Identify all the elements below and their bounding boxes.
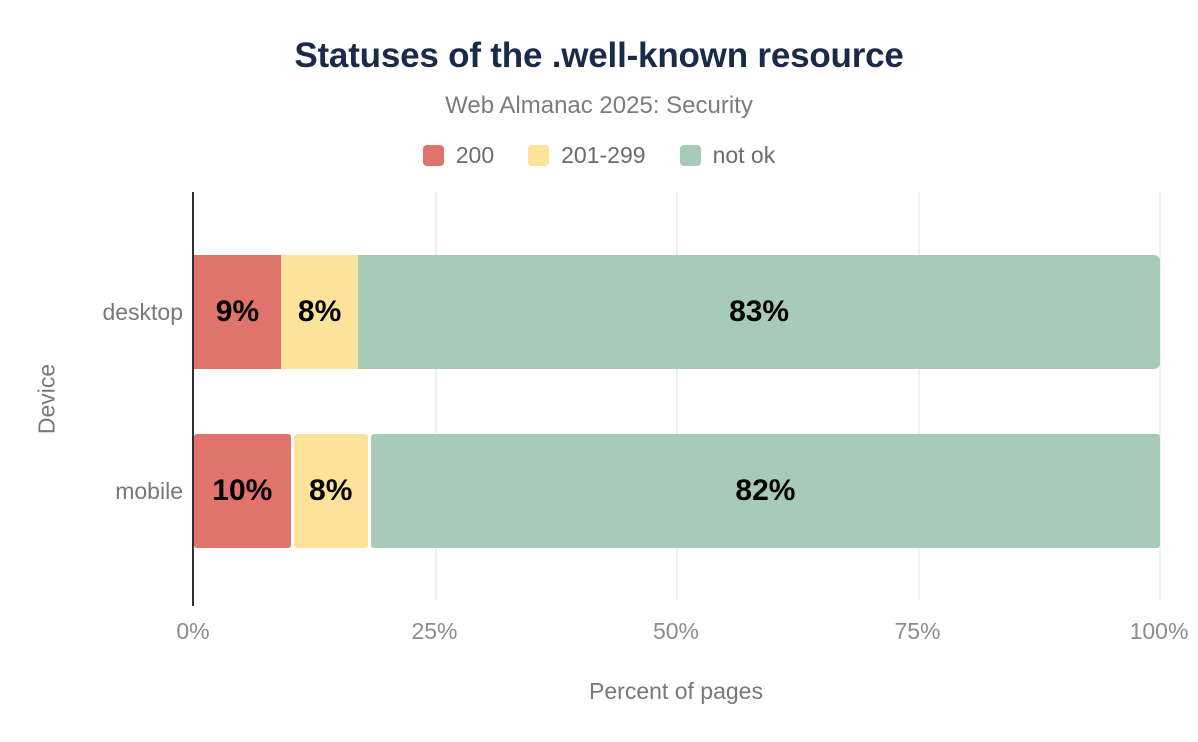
bar-segment-mobile-200: 10% bbox=[194, 434, 291, 548]
bar-segment-desktop-201-299: 8% bbox=[280, 255, 359, 369]
bar-value-label: 9% bbox=[215, 295, 260, 328]
legend: 200 201-299 not ok bbox=[0, 142, 1198, 169]
bar-value-label: 83% bbox=[729, 295, 790, 328]
bar-segment-mobile-201-299: 8% bbox=[293, 434, 368, 548]
gridline-25 bbox=[434, 192, 437, 600]
bar-value-label: 8% bbox=[297, 295, 342, 328]
category-label-desktop: desktop bbox=[102, 299, 183, 325]
x-tick-label-75%: 75% bbox=[894, 618, 941, 644]
legend-swatch bbox=[422, 145, 444, 166]
bar-segment-desktop-not ok: 83% bbox=[358, 255, 1160, 369]
legend-item-2: 201-299 bbox=[528, 142, 646, 169]
plot-area: 9% 8% 83% 10% 8% 82% bbox=[192, 192, 1182, 606]
category-label-mobile: mobile bbox=[115, 478, 183, 504]
x-tick-label-25%: 25% bbox=[411, 618, 458, 644]
chart-title: Statuses of the .well-known resource bbox=[294, 36, 904, 75]
legend-item-3: not ok bbox=[679, 142, 776, 169]
legend-item-1: 200 bbox=[422, 142, 495, 169]
chart-subtitle: Web Almanac 2025: Security bbox=[445, 92, 753, 119]
legend-label: 200 bbox=[455, 142, 495, 168]
bar-segment-desktop-200: 9% bbox=[194, 255, 281, 369]
y-axis-line bbox=[192, 192, 194, 606]
legend-label: not ok bbox=[712, 142, 776, 168]
gridline-50 bbox=[676, 192, 678, 600]
bar-row-desktop: 9% 8% 83% bbox=[194, 255, 1160, 369]
bar-value-label: 82% bbox=[735, 474, 796, 507]
x-tick-label-0%: 0% bbox=[176, 618, 210, 644]
gridline-100 bbox=[1159, 192, 1161, 600]
x-tick-label-50%: 50% bbox=[652, 618, 700, 644]
x-axis-title: Percent of pages bbox=[589, 678, 763, 704]
bar-value-label: 10% bbox=[212, 474, 273, 507]
gridline-75 bbox=[917, 192, 920, 600]
legend-label: 201-299 bbox=[561, 142, 646, 168]
bar-segment-mobile-not ok: 82% bbox=[370, 434, 1160, 548]
x-tick-label-100%: 100% bbox=[1129, 618, 1189, 644]
bar-value-label: 8% bbox=[309, 474, 353, 507]
y-axis-title: Device bbox=[33, 363, 60, 435]
bar-row-mobile: 10% 8% 82% bbox=[194, 434, 1160, 548]
legend-swatch bbox=[679, 145, 701, 166]
legend-swatch bbox=[528, 145, 550, 166]
